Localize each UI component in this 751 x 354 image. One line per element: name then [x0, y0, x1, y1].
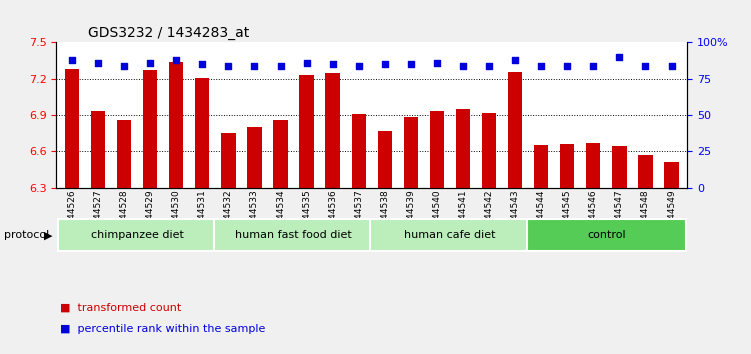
Point: [431, 60, 443, 65]
Bar: [300, 75, 314, 188]
Point: [457, 63, 469, 69]
Bar: [638, 155, 653, 188]
Text: ▶: ▶: [44, 230, 52, 240]
Text: ■  transformed count: ■ transformed count: [60, 303, 181, 313]
Point: [118, 63, 130, 69]
Bar: [378, 131, 392, 188]
Point: [222, 63, 234, 69]
Bar: [143, 70, 158, 188]
Bar: [91, 112, 105, 188]
Bar: [482, 113, 496, 188]
Bar: [65, 69, 79, 188]
Bar: [456, 109, 470, 188]
Point: [66, 57, 78, 63]
Point: [535, 63, 547, 69]
Bar: [560, 144, 575, 188]
Point: [614, 54, 626, 60]
Bar: [214, 219, 373, 251]
Point: [587, 63, 599, 69]
Point: [353, 63, 365, 69]
Bar: [404, 118, 418, 188]
Text: human fast food diet: human fast food diet: [235, 230, 352, 240]
Point: [275, 63, 287, 69]
Bar: [117, 120, 131, 188]
Text: ■  percentile rank within the sample: ■ percentile rank within the sample: [60, 324, 265, 334]
Text: protocol: protocol: [4, 230, 49, 240]
Text: control: control: [587, 230, 626, 240]
Point: [249, 63, 261, 69]
Bar: [247, 127, 261, 188]
Bar: [58, 219, 216, 251]
Point: [509, 57, 521, 63]
Bar: [370, 219, 529, 251]
Point: [196, 61, 208, 67]
Bar: [430, 112, 444, 188]
Bar: [534, 145, 548, 188]
Point: [405, 61, 417, 67]
Bar: [351, 114, 366, 188]
Bar: [325, 73, 339, 188]
Point: [379, 61, 391, 67]
Bar: [612, 147, 626, 188]
Text: GDS3232 / 1434283_at: GDS3232 / 1434283_at: [88, 26, 249, 40]
Text: chimpanzee diet: chimpanzee diet: [91, 230, 183, 240]
Bar: [508, 72, 522, 188]
Bar: [273, 120, 288, 188]
Point: [92, 60, 104, 65]
Point: [170, 57, 182, 63]
Bar: [665, 162, 679, 188]
Point: [483, 63, 495, 69]
Point: [639, 63, 651, 69]
Point: [665, 63, 677, 69]
Bar: [169, 62, 183, 188]
Point: [144, 60, 156, 65]
Point: [561, 63, 573, 69]
Point: [300, 60, 312, 65]
Bar: [195, 78, 210, 188]
Bar: [586, 143, 601, 188]
Point: [327, 61, 339, 67]
Bar: [222, 133, 236, 188]
Bar: [527, 219, 686, 251]
Text: human cafe diet: human cafe diet: [404, 230, 496, 240]
